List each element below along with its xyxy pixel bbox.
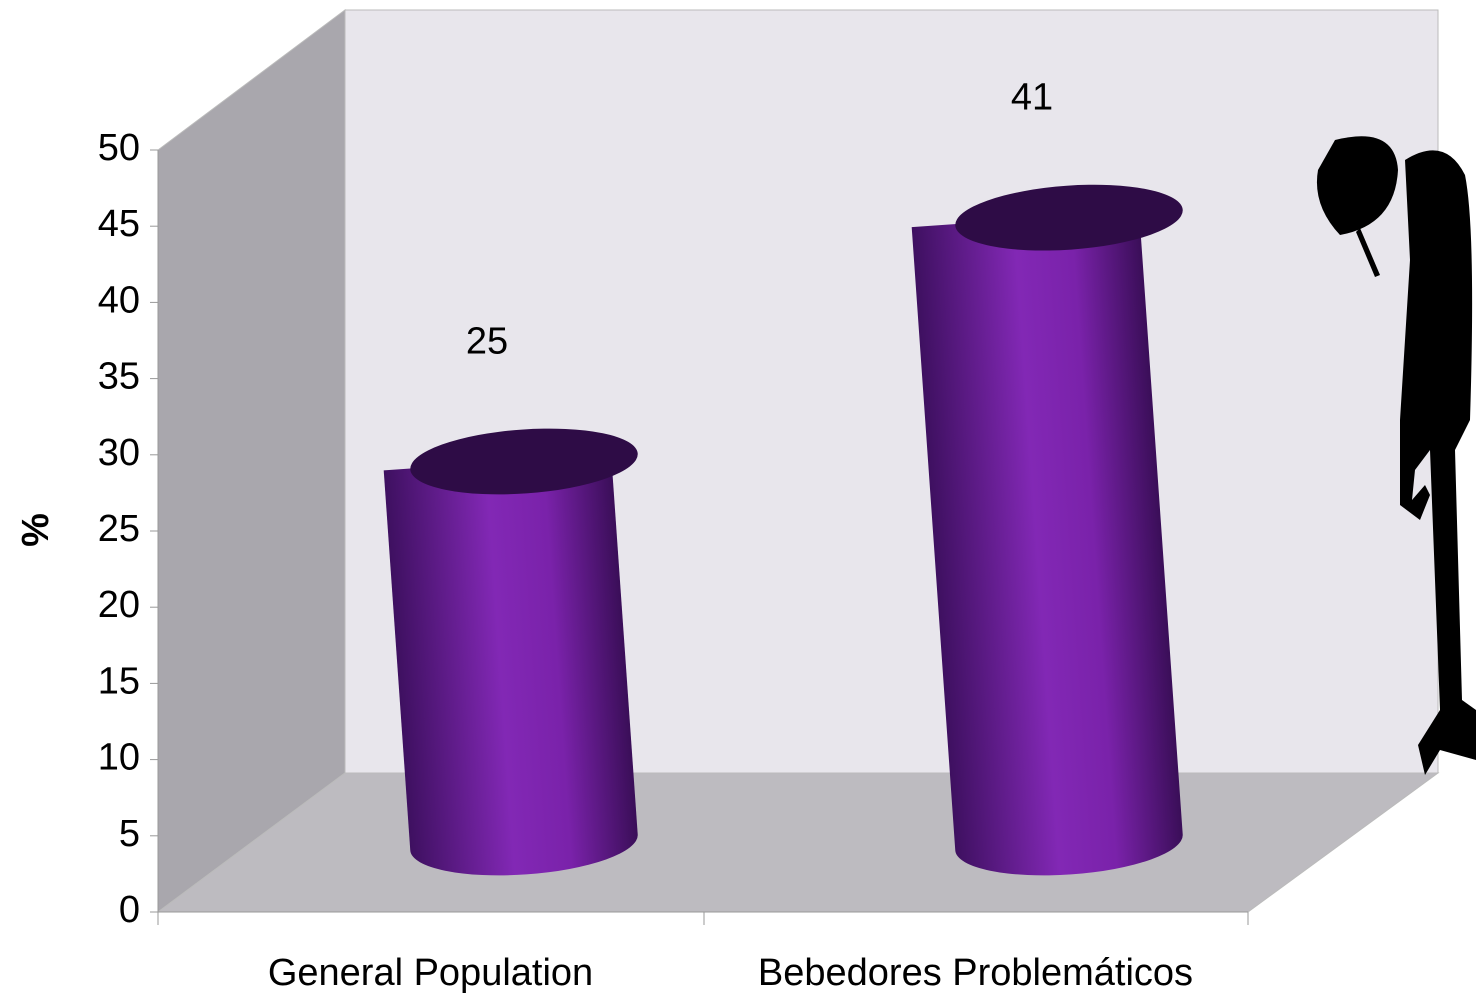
bar <box>383 428 638 876</box>
decorative-figure <box>1316 136 1476 775</box>
y-tick-label: 10 <box>98 737 140 779</box>
bar <box>911 184 1183 876</box>
y-tick-label: 50 <box>98 127 140 169</box>
cylinder-body <box>911 211 1183 876</box>
y-tick-label: 25 <box>98 508 140 550</box>
cylinder-top <box>410 428 638 495</box>
cylinder-top <box>955 184 1183 251</box>
data-label: 41 <box>1011 77 1053 119</box>
y-tick-label: 20 <box>98 584 140 626</box>
floor <box>156 772 1440 913</box>
data-label: 25 <box>466 321 508 363</box>
y-tick-label: 30 <box>98 432 140 474</box>
y-tick-label: 35 <box>98 356 140 398</box>
side-wall <box>157 9 346 913</box>
x-tick-label: General Population <box>268 952 593 994</box>
y-tick-label: 15 <box>98 660 140 702</box>
x-tick-label: Bebedores Problemáticos <box>758 952 1193 994</box>
y-tick-label: 45 <box>98 203 140 245</box>
y-tick-label: 40 <box>98 279 140 321</box>
y-tick-label: 5 <box>119 813 140 855</box>
cylinder-body <box>383 454 638 876</box>
y-tick-label: 0 <box>119 889 140 931</box>
y-axis-label: % <box>15 513 57 547</box>
